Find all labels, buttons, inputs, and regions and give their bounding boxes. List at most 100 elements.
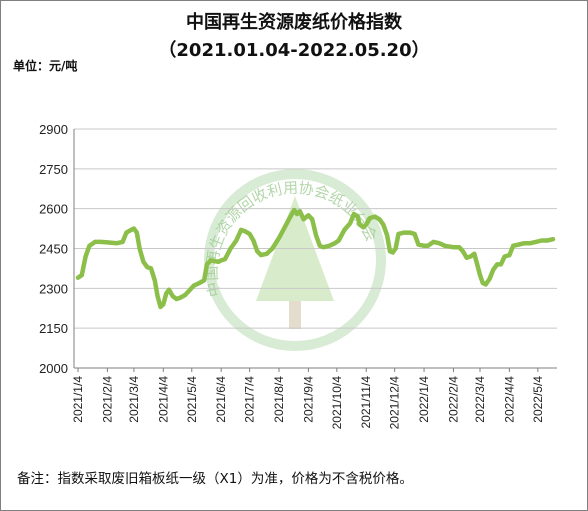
data-point [431, 239, 436, 244]
data-point [145, 265, 150, 270]
y-axis-ticks: 2000 2150 2300 2450 2600 2750 2900 [39, 122, 68, 376]
chart-title: 中国再生资源废纸价格指数 [186, 12, 402, 33]
data-point [545, 238, 550, 243]
data-point [301, 217, 306, 222]
data-point [306, 213, 311, 218]
x-tick-label: 2021/10/4 [330, 376, 344, 430]
watermark-logo: 中国再生资源回收利用协会纸业分会 [203, 169, 386, 351]
data-point [93, 239, 98, 244]
data-point [83, 254, 88, 259]
data-point [516, 242, 521, 247]
data-point [76, 275, 80, 280]
y-tick-label: 2000 [39, 361, 68, 376]
data-point [498, 262, 503, 267]
data-point [170, 294, 175, 299]
chart-subtitle: （2021.01.04-2022.05.20） [158, 40, 430, 61]
data-point [288, 214, 293, 219]
x-tick-label: 2021/6/4 [214, 376, 228, 423]
data-point [255, 249, 260, 254]
x-tick-label: 2022/5/4 [531, 376, 545, 423]
data-point [332, 241, 337, 246]
data-point [105, 240, 110, 245]
x-tick-label: 2022/1/4 [417, 376, 431, 423]
data-point [355, 214, 360, 219]
data-point [422, 243, 427, 248]
data-point [259, 253, 263, 258]
x-tick-label: 2021/9/4 [301, 376, 315, 423]
data-point [528, 241, 533, 246]
data-point [251, 238, 256, 243]
x-tick-label: 2021/7/4 [243, 376, 257, 423]
data-point [487, 277, 492, 281]
x-tick-label: 2022/3/4 [473, 376, 487, 423]
data-point [219, 258, 224, 263]
data-point [161, 302, 166, 307]
data-point [191, 283, 196, 288]
data-point [457, 245, 462, 250]
data-point [321, 245, 326, 250]
data-point [197, 281, 202, 285]
data-point [396, 231, 401, 236]
data-point [475, 262, 480, 267]
data-point [317, 243, 322, 248]
data-point [149, 266, 153, 271]
data-point [178, 295, 183, 300]
data-point [385, 233, 390, 238]
x-tick-label: 2021/8/4 [272, 376, 286, 423]
data-point [158, 304, 163, 309]
data-point [155, 294, 160, 299]
data-point [234, 238, 239, 243]
x-tick-label: 2021/1/4 [71, 376, 85, 423]
data-point [242, 229, 247, 234]
data-point [114, 241, 119, 246]
data-point [327, 243, 332, 248]
data-point [511, 243, 516, 248]
data-point [451, 245, 456, 250]
data-point [357, 222, 362, 227]
data-point [239, 227, 244, 232]
data-point [407, 230, 412, 235]
x-tick-label: 2021/12/4 [388, 376, 402, 430]
data-point [412, 231, 417, 236]
x-tick-label: 2021/4/4 [156, 376, 170, 423]
data-point [539, 238, 544, 243]
data-point [124, 230, 129, 235]
axes [73, 129, 557, 369]
data-point [361, 225, 366, 230]
data-point [336, 238, 341, 243]
y-tick-label: 2900 [39, 122, 68, 137]
data-point [141, 259, 146, 264]
data-point [79, 273, 84, 278]
y-tick-label: 2450 [39, 242, 68, 257]
data-point [416, 242, 421, 247]
y-tick-label: 2150 [39, 321, 68, 336]
data-point [264, 251, 269, 256]
data-point [468, 254, 473, 259]
x-axis-ticks: 2021/1/4 2021/2/4 2021/3/4 2021/4/4 2021/5/4… [71, 368, 545, 429]
data-point [351, 212, 356, 216]
data-point [223, 257, 227, 262]
y-tick-label: 2750 [39, 162, 68, 177]
x-tick-label: 2022/4/4 [502, 376, 516, 423]
data-point [183, 293, 188, 297]
data-point [533, 239, 538, 244]
data-point [368, 216, 372, 220]
x-tick-label: 2021/5/4 [185, 376, 199, 423]
data-point [228, 246, 233, 251]
data-point [87, 243, 92, 248]
y-tick-label: 2300 [39, 281, 68, 296]
data-point [522, 241, 527, 246]
watermark-trunk-icon [289, 301, 301, 329]
data-point [381, 222, 386, 227]
data-point [437, 241, 442, 246]
data-point [98, 239, 103, 244]
data-point [390, 250, 395, 255]
data-point [348, 221, 353, 226]
unit-label: 单位：元/吨 [13, 59, 78, 73]
data-point [551, 237, 555, 242]
data-point [295, 212, 299, 216]
data-point [472, 251, 477, 256]
data-point [483, 282, 488, 287]
